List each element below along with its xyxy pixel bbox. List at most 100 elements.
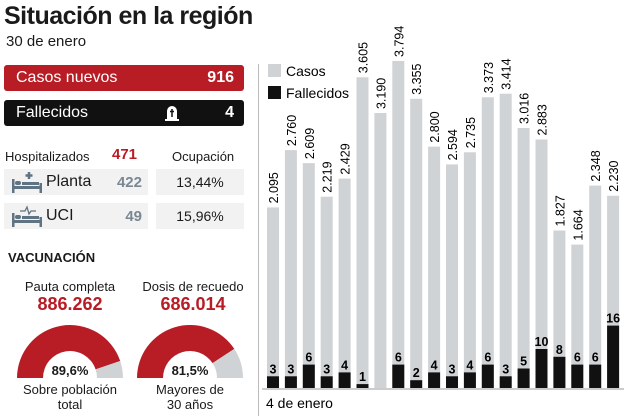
casos-nuevos-box: Casos nuevos 916 [4,65,244,91]
fallecidos-bar [267,376,279,388]
uci-ocupacion: 15,96% [156,203,244,229]
page-title: Situación en la región [4,2,253,30]
casos-bar-label: 2.429 [339,143,353,174]
casos-bar-label: 3.373 [482,62,496,93]
fallecidos-bar [517,368,530,388]
casos-bar-label: 2.760 [285,115,299,146]
casos-value: 916 [207,69,234,86]
casos-bar-label: 2.230 [607,160,621,191]
fallecidos-bar [607,325,620,388]
fallecidos-bar [410,380,423,388]
casos-bar-label: 3.414 [500,58,514,89]
casos-bar [499,93,512,389]
gauge-2-value: 686.014 [160,294,226,314]
fallecidos-bar [499,376,512,388]
x-start-label: 4 de enero [266,395,333,411]
casos-bar-label: 1.664 [571,209,585,240]
gauge-1-percent: 89,6% [51,363,89,378]
casos-bar [481,97,494,388]
casos-bar [517,128,530,388]
fallecidos-bar [553,356,566,388]
gauge-remainder [95,360,123,378]
gauge-1-label: Pauta completa [24,279,116,294]
vacunacion-title: VACUNACIÓN [8,250,96,265]
fallecidos-bar [463,372,476,388]
casos-bar [428,146,441,388]
uci-label: UCI [46,207,74,224]
casos-bar [410,98,423,388]
fallecidos-bar [302,364,315,388]
fallecidos-box: Fallecidos 4 [4,100,244,126]
fallecidos-bar-label: 8 [556,343,563,357]
fallecidos-bar-label: 6 [395,351,402,365]
fallecidos-bar-label: 4 [431,358,438,372]
gauge-remainder [212,348,243,378]
casos-bar [392,60,405,388]
uci-row: UCI 49 [4,203,148,229]
fallecidos-bar [284,376,297,388]
casos-bar-label: 1.827 [553,195,567,226]
casos-bar-label: 2.095 [267,172,281,203]
planta-ocupacion: 13,44% [156,169,244,195]
casos-bar [589,185,602,388]
casos-bar [267,207,279,388]
fallecidos-bar-label: 6 [305,351,312,365]
fallecidos-bar-label: 16 [606,312,620,326]
gauge-fill [137,325,235,378]
hospitalizados-label: Hospitalizados [5,149,90,164]
fallecidos-bar-label: 5 [520,355,527,369]
casos-bar [284,150,297,388]
casos-bar [463,152,476,388]
fallecidos-bar-label: 3 [270,362,277,376]
legend-fallecidos-swatch [268,86,281,99]
fallecidos-label: Fallecidos [16,104,89,121]
fallecidos-bar [356,384,369,388]
gauge-2-caption-line1: Mayores de [156,382,224,397]
fallecidos-bar-label: 4 [341,358,348,372]
fallecidos-bar [338,372,351,388]
date-subtitle: 30 de enero [6,33,87,50]
legend-casos-swatch [268,64,281,77]
hospital-bed-icon [12,172,42,193]
gauge-1-caption: Sobre población total [10,382,130,412]
casos-bar [535,139,548,388]
gauge-2-caption-line2: 30 años [166,397,214,412]
casos-label: Casos nuevos [16,69,118,86]
fallecidos-bar [428,372,441,388]
casos-bar [553,230,566,388]
planta-value: 422 [116,173,142,191]
planta-row: Planta 422 [4,169,148,195]
casos-bar-label: 2.609 [303,128,317,159]
fallecidos-value: 4 [225,104,234,121]
gauge-2-caption: Mayores de 30 años [130,382,250,412]
casos-bar-label: 3.794 [392,26,406,57]
ocupacion-label: Ocupación [172,149,235,164]
hospitalizados-total: 471 [112,146,138,163]
casos-bar [320,196,333,388]
fallecidos-bar-label: 6 [592,351,599,365]
uci-value: 49 [125,207,142,225]
gauge-2-label: Dosis de recuedo [142,279,244,294]
casos-bar [338,178,351,388]
fallecidos-bar-label: 3 [287,362,294,376]
fallecidos-bar [392,364,405,388]
casos-bar [302,163,315,388]
legend-fallecidos: Fallecidos [286,85,349,101]
fallecidos-bar-label: 4 [466,358,473,372]
vaccination-gauges [17,325,243,378]
legend-casos: Casos [286,63,326,79]
casos-bar-label: 3.016 [518,93,532,124]
casos-bar-label: 2.735 [464,117,478,148]
casos-bar-label: 3.355 [410,63,424,94]
divider [258,64,259,416]
fallecidos-bar-label: 6 [574,351,581,365]
casos-bar-label: 3.605 [357,42,371,73]
fallecidos-bar [535,349,548,388]
fallecidos-bar-label: 10 [535,335,549,349]
tombstone-icon [165,106,180,121]
casos-bar-label: 2.594 [446,129,460,160]
fallecidos-bar-label: 3 [323,362,330,376]
fallecidos-bar [571,364,584,388]
fallecidos-bar-label: 3 [449,362,456,376]
